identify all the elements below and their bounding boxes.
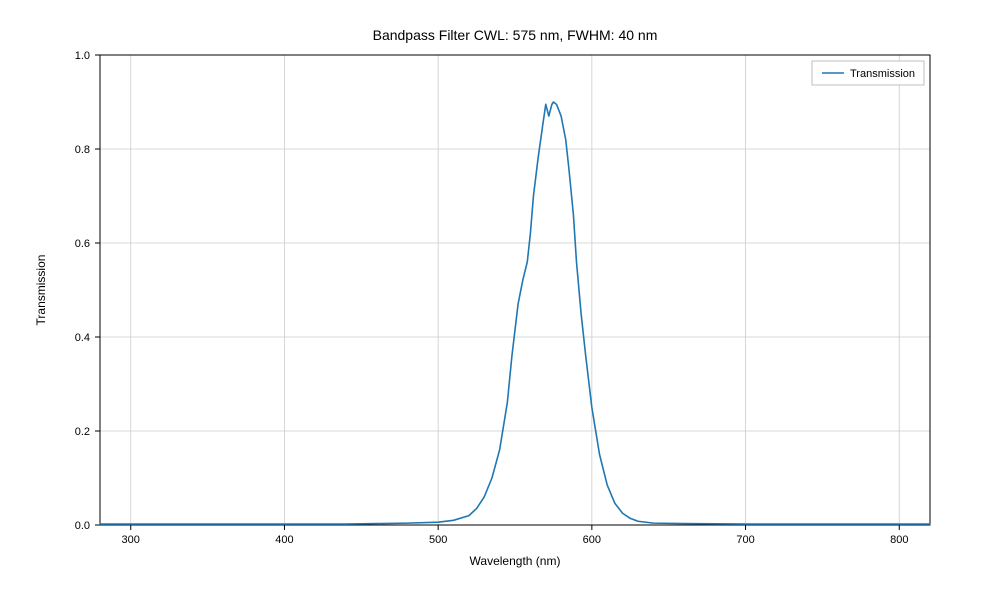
y-tick-label: 0.2 (75, 426, 90, 438)
y-tick-label: 0.4 (75, 332, 90, 344)
y-tick-label: 0.6 (75, 238, 90, 250)
chart-bg (0, 0, 1000, 600)
x-tick-label: 600 (583, 534, 601, 546)
chart-container: 300 400 500 600 700 800 0.0 0.2 0.4 0.6 0.8 1.0 Wave… (0, 0, 1000, 600)
x-tick-label: 800 (890, 534, 908, 546)
x-tick-label: 700 (736, 534, 754, 546)
x-axis-label: Wavelength (nm) (470, 554, 561, 568)
x-tick-label: 300 (122, 534, 140, 546)
y-tick-label: 0.0 (75, 520, 90, 532)
line-chart: 300 400 500 600 700 800 0.0 0.2 0.4 0.6 0.8 1.0 Wave… (0, 0, 1000, 600)
y-axis-label: Transmission (34, 255, 48, 326)
y-tick-label: 0.8 (75, 144, 90, 156)
legend-label: Transmission (850, 68, 915, 80)
x-tick-label: 400 (275, 534, 293, 546)
y-tick-label: 1.0 (75, 50, 90, 62)
chart-title: Bandpass Filter CWL: 575 nm, FWHM: 40 nm (373, 27, 658, 43)
x-tick-label: 500 (429, 534, 447, 546)
